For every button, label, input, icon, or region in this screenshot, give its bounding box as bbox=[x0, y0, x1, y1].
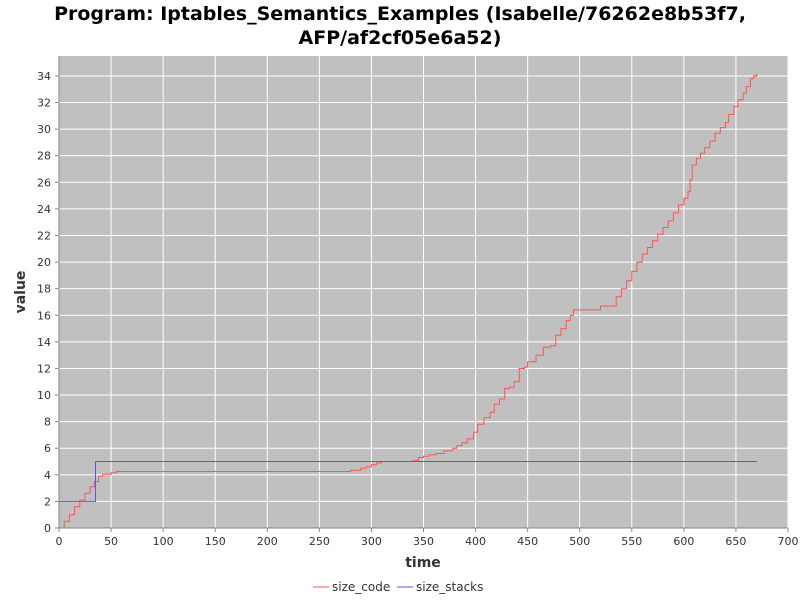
x-tick-label: 450 bbox=[517, 535, 538, 548]
grid-lines bbox=[58, 56, 789, 529]
x-tick-label: 600 bbox=[673, 535, 694, 548]
y-tick-label: 2 bbox=[44, 495, 51, 508]
series-layer bbox=[59, 73, 758, 529]
legend-label-size-stacks: size_stacks bbox=[416, 580, 483, 594]
x-tick-label: 100 bbox=[153, 535, 174, 548]
x-tick-label: 50 bbox=[104, 535, 118, 548]
y-tick-label: 12 bbox=[37, 362, 51, 375]
y-tick-label: 32 bbox=[37, 97, 51, 110]
legend-label-size-code: size_code bbox=[332, 580, 390, 594]
chart-title: Program: Iptables_Semantics_Examples (Is… bbox=[0, 2, 800, 50]
y-tick-label: 0 bbox=[44, 522, 51, 535]
x-tick-label: 700 bbox=[778, 535, 799, 548]
y-tick-label: 16 bbox=[37, 309, 51, 322]
y-tick-label: 30 bbox=[37, 123, 51, 136]
y-tick-label: 28 bbox=[37, 150, 51, 163]
x-tick-label: 300 bbox=[361, 535, 382, 548]
x-tick-label: 400 bbox=[465, 535, 486, 548]
x-tick-label: 250 bbox=[309, 535, 330, 548]
x-tick-label: 650 bbox=[725, 535, 746, 548]
series-line-size-stacks bbox=[59, 461, 757, 502]
y-tick-label: 34 bbox=[37, 70, 51, 83]
y-tick-label: 8 bbox=[44, 416, 51, 429]
y-tick-label: 22 bbox=[37, 229, 51, 242]
legend: size_code size_stacks bbox=[313, 580, 483, 594]
y-tick-label: 18 bbox=[37, 283, 51, 296]
x-tick-label: 0 bbox=[56, 535, 63, 548]
x-tick-label: 550 bbox=[621, 535, 642, 548]
x-tick-label: 150 bbox=[205, 535, 226, 548]
chart-title-line-2: AFP/af2cf05e6a52) bbox=[298, 27, 502, 49]
x-tick-label: 500 bbox=[569, 535, 590, 548]
chart-title-line-1: Program: Iptables_Semantics_Examples (Is… bbox=[54, 3, 746, 25]
y-tick-label: 6 bbox=[44, 442, 51, 455]
x-axis-ticks: 0 50 100 150 200 250 300 350 400 450 500 550 600 650 7… bbox=[56, 528, 799, 548]
y-tick-label: 10 bbox=[37, 389, 51, 402]
y-tick-label: 24 bbox=[37, 203, 51, 216]
y-tick-label: 4 bbox=[44, 469, 51, 482]
y-tick-label: 26 bbox=[37, 176, 51, 189]
x-tick-label: 350 bbox=[413, 535, 434, 548]
x-tick-label: 200 bbox=[257, 535, 278, 548]
y-axis-label: value bbox=[13, 271, 29, 314]
series-line-size-code bbox=[59, 73, 758, 529]
y-tick-label: 20 bbox=[37, 256, 51, 269]
y-tick-label: 14 bbox=[37, 336, 51, 349]
x-axis-label: time bbox=[405, 555, 441, 571]
